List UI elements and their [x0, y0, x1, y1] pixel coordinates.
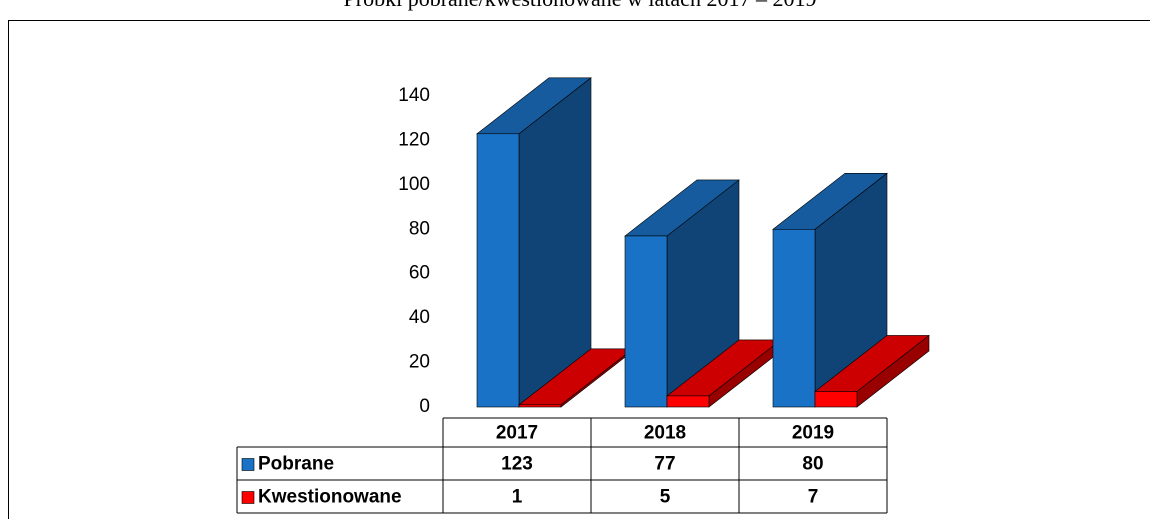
table-value: 123: [501, 454, 533, 475]
bar: [518, 404, 562, 408]
table-value: 77: [654, 454, 675, 475]
x-tick-label: 2017: [496, 423, 538, 444]
y-tick-label: 40: [409, 307, 430, 328]
bar: [476, 133, 520, 408]
y-tick-label: 0: [419, 396, 430, 417]
bar: [624, 235, 668, 408]
bar: [814, 391, 858, 408]
y-tick-label: 60: [409, 263, 430, 284]
legend-label: Kwestionowane: [258, 487, 402, 508]
chart-frame: [8, 20, 1150, 519]
table-value: 80: [802, 454, 823, 475]
table-value: 5: [660, 487, 671, 508]
y-tick-label: 100: [398, 174, 430, 195]
legend-label: Pobrane: [258, 454, 334, 475]
x-tick-label: 2019: [792, 423, 834, 444]
y-tick-label: 120: [398, 129, 430, 150]
y-tick-label: 80: [409, 218, 430, 239]
legend-key: [241, 458, 255, 471]
y-tick-label: 140: [398, 85, 430, 106]
bar: [666, 395, 710, 408]
bar: [772, 228, 816, 408]
y-tick-label: 20: [409, 352, 430, 373]
legend-key: [241, 491, 255, 504]
chart-title: Próbki pobrane/kwestionowane w latach 20…: [344, 0, 817, 11]
table-value: 1: [512, 487, 523, 508]
table-value: 7: [808, 487, 819, 508]
x-tick-label: 2018: [644, 423, 686, 444]
